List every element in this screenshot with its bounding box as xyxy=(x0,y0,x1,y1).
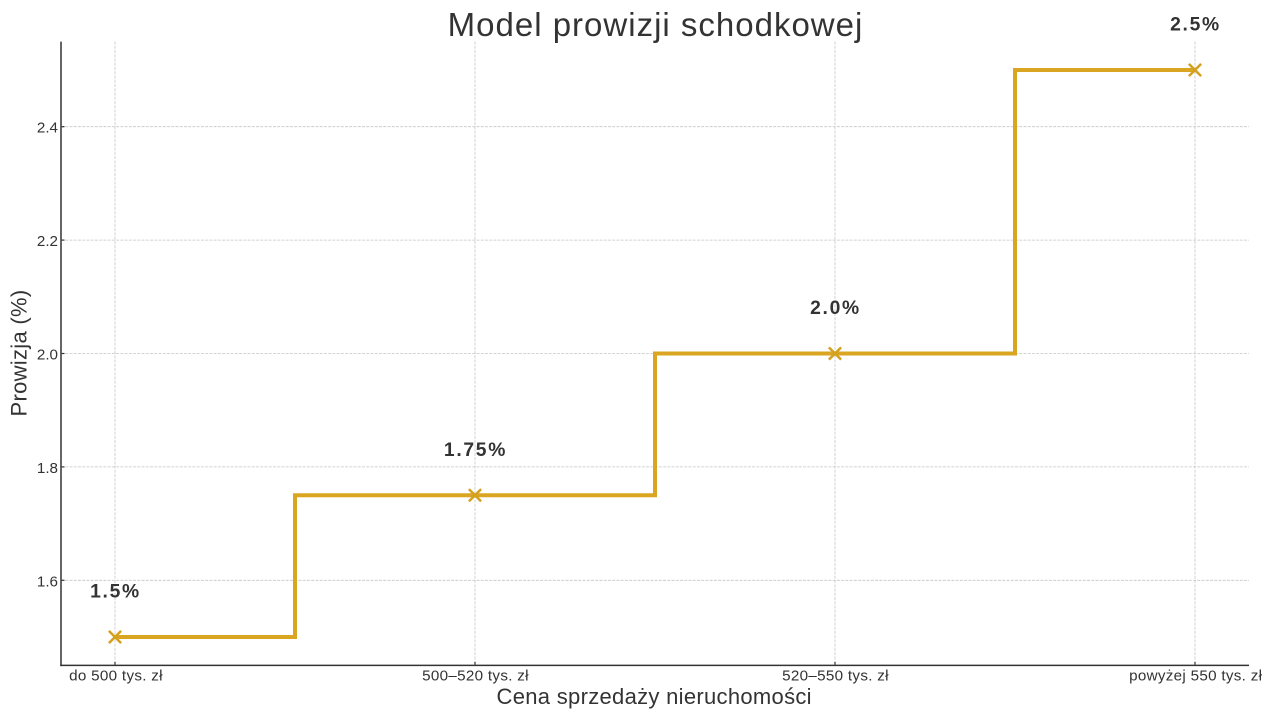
svg-text:Prowizja (%): Prowizja (%) xyxy=(7,289,32,416)
svg-text:500–520 tys. zł: 500–520 tys. zł xyxy=(422,668,529,685)
svg-text:1.8: 1.8 xyxy=(37,460,58,477)
svg-text:Cena sprzedaży nieruchomości: Cena sprzedaży nieruchomości xyxy=(497,684,812,709)
svg-text:do 500 tys. zł: do 500 tys. zł xyxy=(69,668,163,685)
svg-text:1.5%: 1.5% xyxy=(90,582,141,603)
svg-text:2.0%: 2.0% xyxy=(810,298,861,319)
svg-text:Model prowizji schodkowej: Model prowizji schodkowej xyxy=(448,6,864,43)
svg-text:2.4: 2.4 xyxy=(37,120,58,137)
svg-text:powyżej 550 tys. zł: powyżej 550 tys. zł xyxy=(1129,668,1262,685)
svg-text:1.75%: 1.75% xyxy=(444,440,507,461)
svg-text:2.5%: 2.5% xyxy=(1170,15,1221,36)
svg-text:1.6: 1.6 xyxy=(37,573,58,590)
svg-text:2.2: 2.2 xyxy=(37,233,58,250)
svg-text:520–550 tys. zł: 520–550 tys. zł xyxy=(782,668,889,685)
svg-text:2.0: 2.0 xyxy=(37,347,58,364)
